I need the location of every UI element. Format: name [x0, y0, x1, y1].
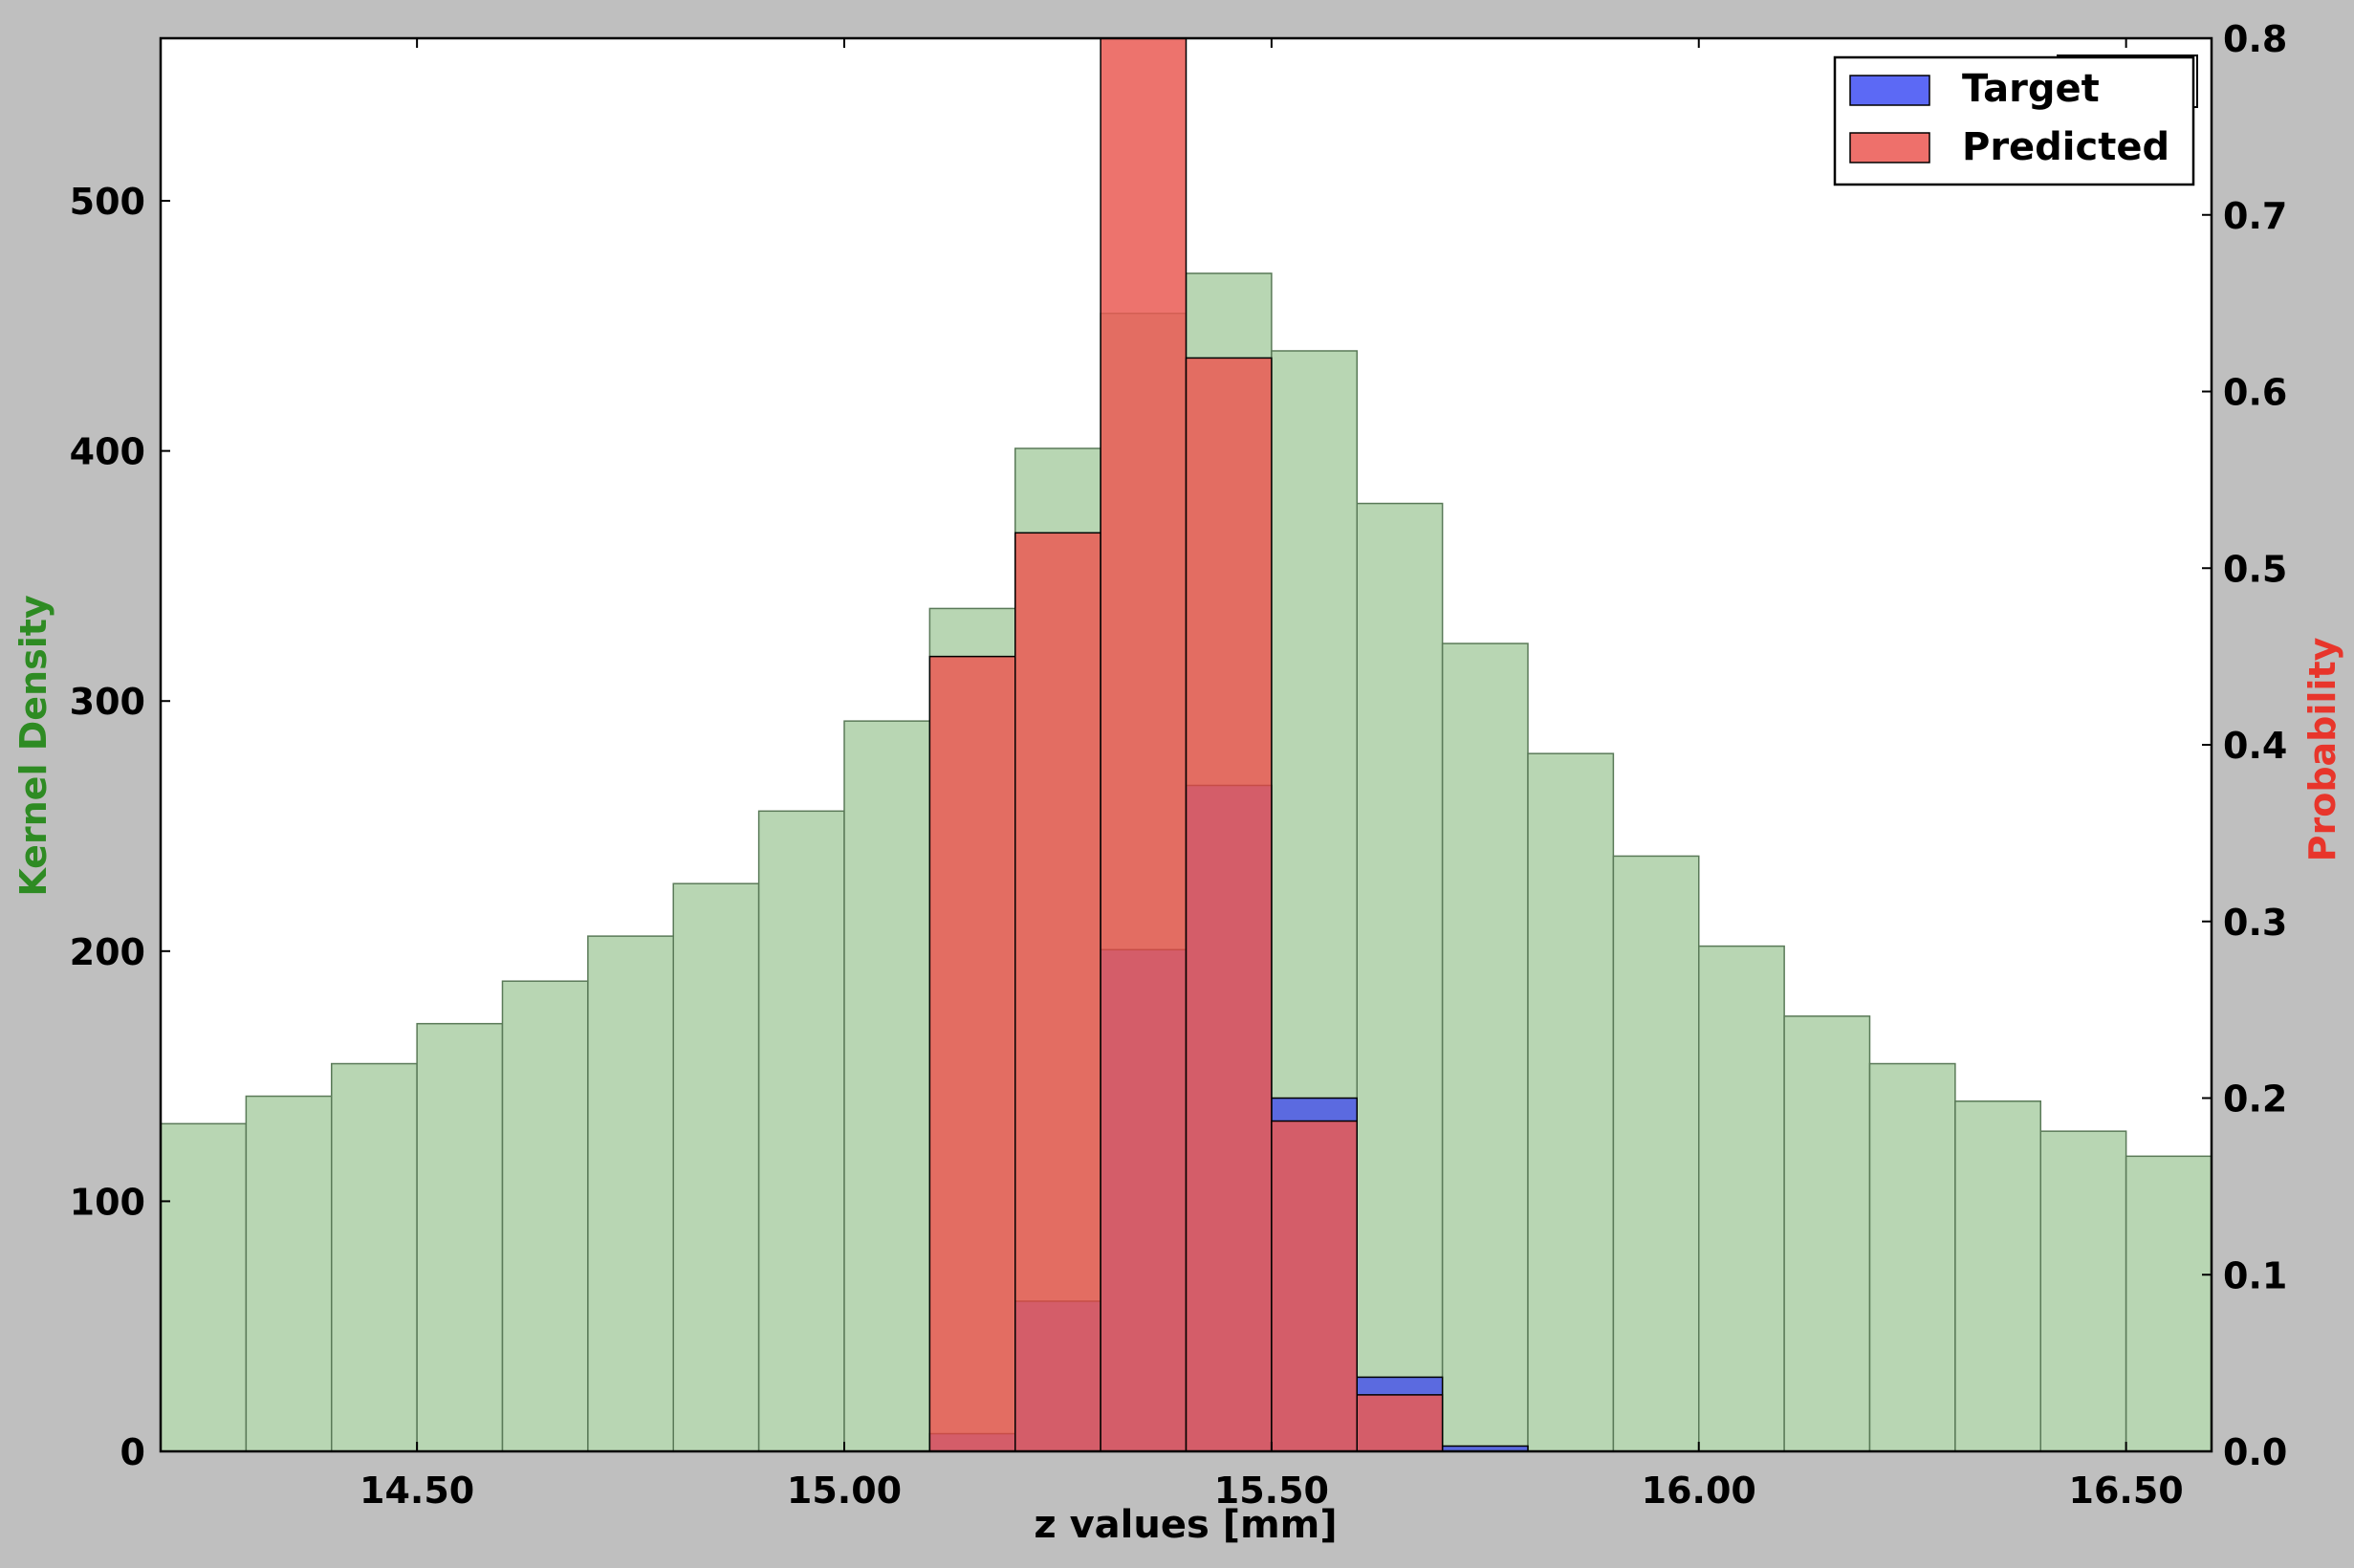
x-tick-label: 14.50	[360, 1470, 474, 1512]
y-right-tick-label: 0.6	[2223, 372, 2287, 414]
x-tick-label: 15.00	[787, 1470, 902, 1512]
y-axis-right: 0.0 0.1 0.2 0.3 0.4 0.5 0.6 0.7 0.8	[2202, 18, 2287, 1473]
kernel-density-bar	[672, 882, 760, 1452]
y-left-tick-label: 100	[70, 1181, 145, 1223]
legend: Target Predicted	[1833, 54, 2198, 186]
x-tick-label: 16.00	[1642, 1470, 1756, 1512]
predicted-bars	[928, 37, 1444, 1452]
y-right-tick-label: 0.5	[2223, 548, 2287, 590]
y-right-tick-label: 0.0	[2223, 1431, 2287, 1473]
x-axis-label: z values [mm]	[1034, 1503, 1337, 1547]
legend-label-target: Target	[1962, 67, 2100, 111]
kernel-density-bar	[1356, 502, 1444, 1452]
predicted-bar	[1271, 1120, 1358, 1452]
y-right-tick-label: 0.2	[2223, 1078, 2287, 1121]
x-axis: 14.50 15.00 15.50 16.00 16.50	[360, 38, 2184, 1512]
y-axis-label-left: Kernel Density	[12, 595, 54, 897]
legend-label-predicted: Predicted	[1962, 125, 2169, 169]
kernel-density-bar	[331, 1062, 418, 1452]
kernel-density-bar	[2039, 1130, 2127, 1452]
kernel-density-bar	[1698, 945, 1785, 1452]
y-left-tick-label: 500	[70, 181, 145, 223]
kernel-density-bar	[501, 980, 589, 1452]
predicted-bar	[1185, 357, 1273, 1452]
y-left-tick-label: 400	[70, 431, 145, 473]
kernel-density-bar	[1441, 642, 1529, 1452]
y-axis-label-right: Probability	[2301, 637, 2343, 861]
kernel-density-bar	[1954, 1100, 2041, 1452]
kernel-density-bar	[1527, 752, 1615, 1452]
legend-swatch-predicted	[1849, 132, 1930, 163]
y-left-tick-label: 300	[70, 681, 145, 723]
kernel-density-bar	[1868, 1062, 1956, 1452]
kernel-density-bar	[757, 810, 845, 1452]
kernel-density-bar	[843, 720, 931, 1452]
y-left-tick-label: 0	[120, 1431, 145, 1473]
y-right-tick-label: 0.7	[2223, 195, 2287, 237]
kernel-density-bar	[587, 935, 674, 1452]
x-tick-label: 16.50	[2069, 1470, 2184, 1512]
kernel-density-bar	[1612, 855, 1700, 1452]
kernel-density-bar	[416, 1022, 504, 1452]
kernel-density-bar	[160, 1122, 248, 1452]
y-axis-left: 0 100 200 300 400 500	[70, 181, 170, 1473]
y-right-tick-label: 0.3	[2223, 902, 2287, 944]
kernel-density-bar	[245, 1095, 333, 1452]
legend-swatch-target	[1849, 75, 1930, 106]
y-right-tick-label: 0.4	[2223, 725, 2287, 767]
predicted-bar	[1100, 37, 1188, 1452]
x-tick-label: 15.50	[1214, 1470, 1329, 1512]
predicted-bar	[1014, 532, 1101, 1452]
predicted-bar	[928, 655, 1016, 1452]
predicted-bar	[1356, 1394, 1444, 1452]
y-right-tick-label: 0.8	[2223, 18, 2287, 60]
kernel-density-bar	[2125, 1155, 2212, 1452]
y-left-tick-label: 200	[70, 931, 145, 973]
y-right-tick-label: 0.1	[2223, 1254, 2287, 1296]
kernel-density-bar	[1783, 1015, 1871, 1452]
